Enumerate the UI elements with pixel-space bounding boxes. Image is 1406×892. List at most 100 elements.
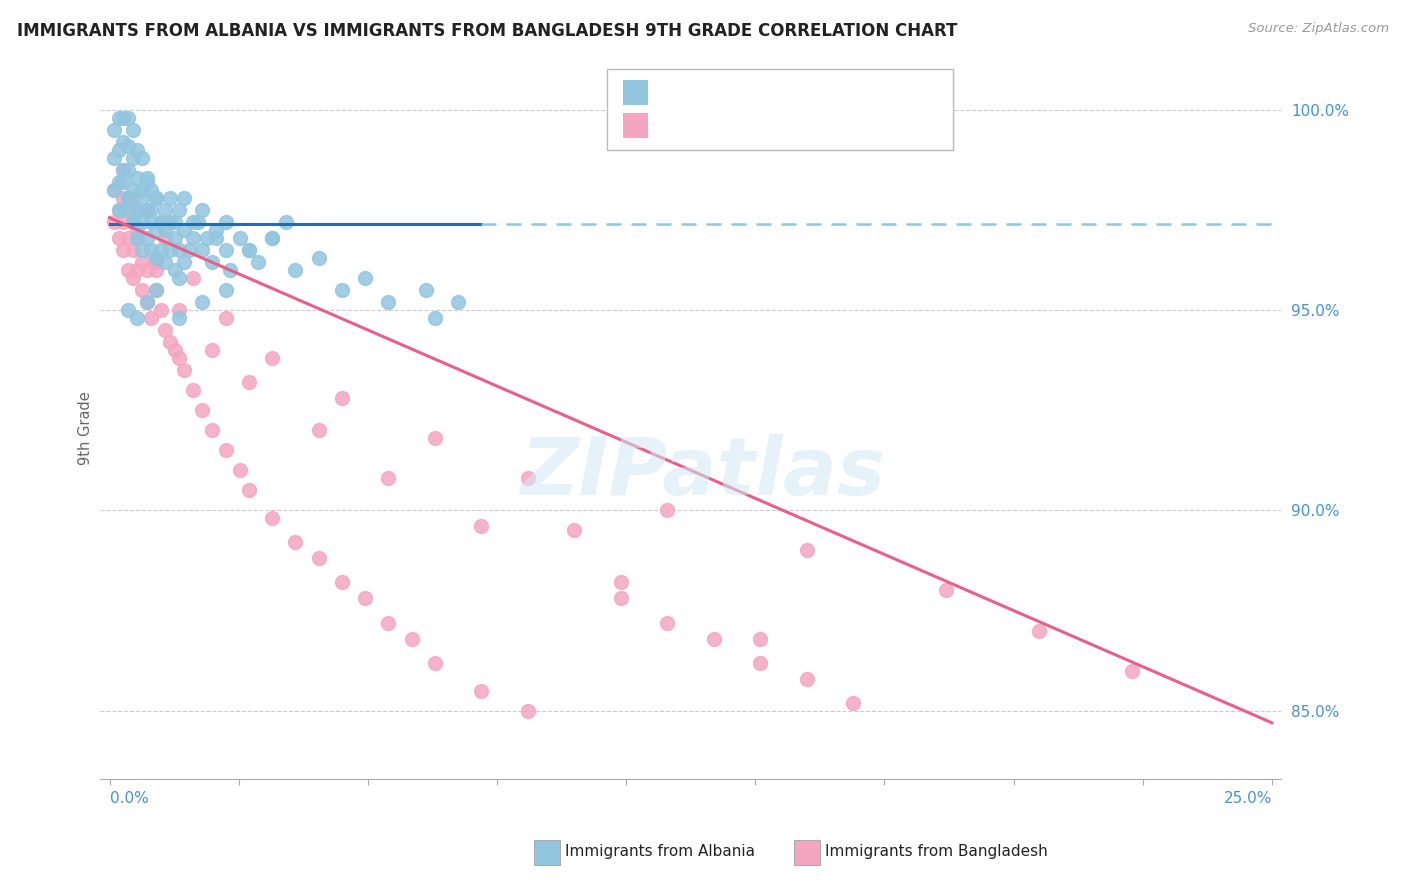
Point [103,183,125,197]
Point [796,543,818,558]
Point [308,251,330,265]
Point [177,243,200,257]
Point [262,351,284,365]
Point [159,215,181,229]
Point [167,302,190,317]
Point [159,191,181,205]
Point [155,202,177,217]
Point [112,215,135,229]
Point [842,696,865,710]
Point [276,215,298,229]
Point [201,423,224,437]
Point [145,191,167,205]
Point [145,283,167,297]
Point [127,231,149,245]
Point [163,231,186,245]
Text: Immigrants from Bangladesh: Immigrants from Bangladesh [825,845,1047,859]
Point [167,202,190,217]
Point [195,231,218,245]
Point [354,591,377,606]
Point [117,191,139,205]
Point [247,255,270,269]
Point [131,283,153,297]
Point [145,263,167,277]
Point [191,202,214,217]
Point [181,215,204,229]
Point [181,270,204,285]
Text: ZIPatlas: ZIPatlas [520,434,886,512]
Point [423,431,446,445]
Point [155,323,177,337]
Point [131,255,153,269]
Point [135,170,157,185]
Point [117,202,139,217]
Point [155,223,177,237]
Point [1121,664,1143,678]
Point [238,243,260,257]
Point [149,243,172,257]
Point [121,122,143,136]
Point [284,535,307,549]
Point [127,202,149,217]
Point [141,310,163,325]
Point [145,223,167,237]
Point [516,471,538,485]
Point [657,503,679,517]
Point [141,243,163,257]
Point [127,143,149,157]
Point [117,302,139,317]
Point [131,151,153,165]
Point [127,231,149,245]
Point [1028,624,1050,638]
Point [401,632,423,646]
Point [108,202,131,217]
Point [145,255,167,269]
Point [238,375,260,389]
Point [796,672,818,686]
Text: IMMIGRANTS FROM ALBANIA VS IMMIGRANTS FROM BANGLADESH 9TH GRADE CORRELATION CHAR: IMMIGRANTS FROM ALBANIA VS IMMIGRANTS FR… [17,22,957,40]
Point [121,151,143,165]
Point [167,351,190,365]
Point [330,575,353,590]
Point [215,283,238,297]
Point [516,704,538,718]
Point [159,243,181,257]
Point [112,162,135,177]
Point [354,270,377,285]
Point [117,191,139,205]
Point [181,231,204,245]
Point [173,191,195,205]
Point [117,263,139,277]
Point [749,656,772,670]
Point [163,215,186,229]
Point [131,243,153,257]
Text: R = -0.458   N = 76: R = -0.458 N = 76 [658,112,821,129]
Point [135,231,157,245]
Point [657,615,679,630]
Point [423,310,446,325]
Point [127,263,149,277]
Point [238,243,260,257]
Point [167,310,190,325]
Point [108,111,131,125]
Point [131,215,153,229]
Point [145,283,167,297]
Point [141,202,163,217]
Point [103,215,125,229]
Point [262,511,284,525]
Y-axis label: 9th Grade: 9th Grade [79,392,93,465]
Point [135,175,157,189]
Point [121,183,143,197]
Point [423,656,446,670]
Point [215,215,238,229]
Point [135,202,157,217]
Point [117,111,139,125]
Point [330,283,353,297]
Point [470,683,492,698]
Point [377,615,399,630]
Text: 25.0%: 25.0% [1223,791,1272,805]
Point [415,283,437,297]
Point [108,202,131,217]
Point [103,183,125,197]
Point [330,391,353,405]
